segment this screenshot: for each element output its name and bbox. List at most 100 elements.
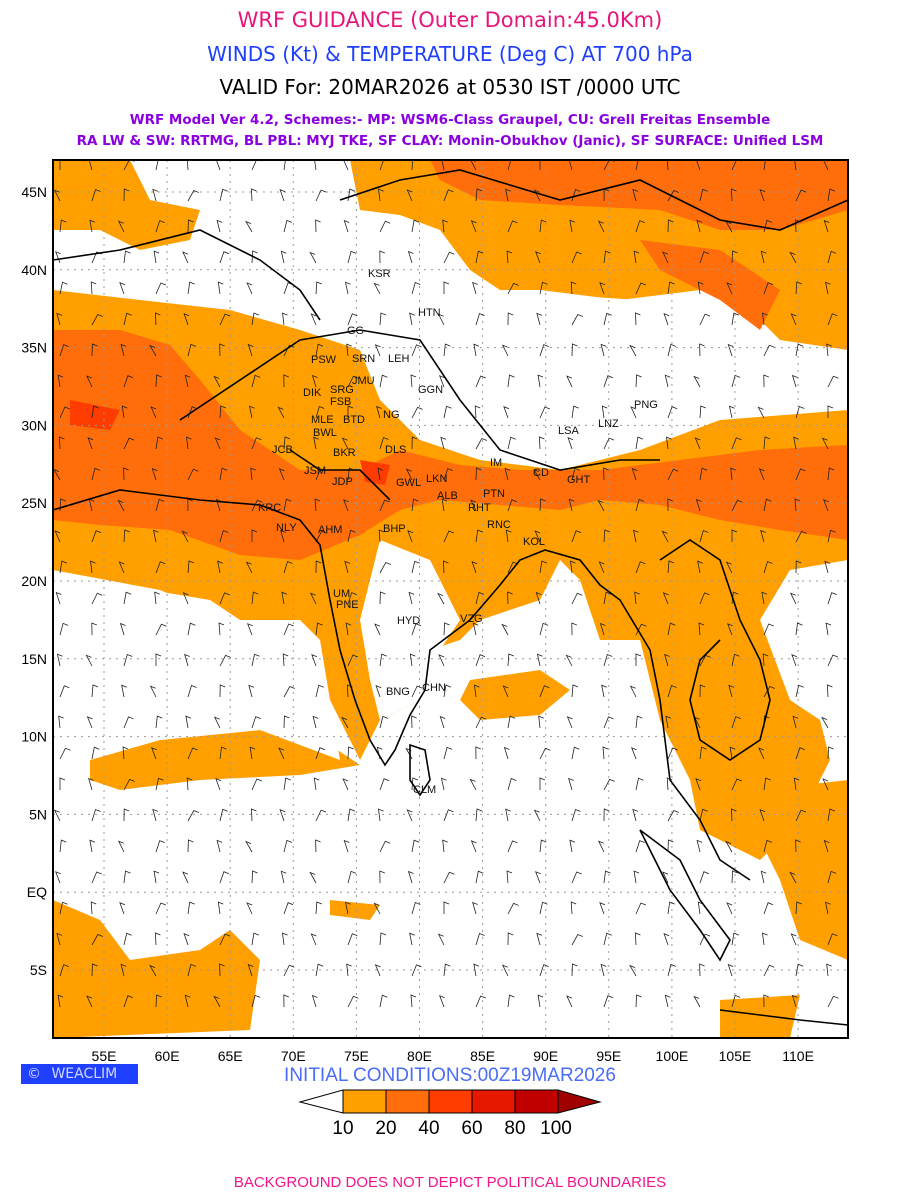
wind-barb: [699, 684, 706, 698]
longitude-labels: 55E 60E 65E 70E 75E 80E 85E 90E 95E 100E 105E 110E: [92, 1048, 814, 1064]
wind-barb: [54, 530, 61, 543]
city-label: GHT: [567, 474, 591, 486]
wind-barb: [507, 715, 516, 729]
wind-barb: [795, 189, 807, 202]
wind-barb: [59, 747, 71, 760]
wind-barb: [822, 778, 829, 791]
wind-barb: [730, 188, 737, 202]
wind-barb: [149, 964, 157, 977]
wind-barb: [86, 716, 93, 729]
wind-barb: [824, 560, 831, 574]
wind-barb: [539, 160, 545, 170]
copyright-icon: ©: [27, 1066, 41, 1082]
wind-barb: [635, 220, 645, 233]
wind-barb: [279, 809, 286, 822]
wind-barb: [347, 375, 359, 388]
wind-barb: [667, 809, 679, 822]
wind-barb: [187, 809, 199, 822]
wind-barb: [155, 561, 166, 574]
wind-barb: [475, 654, 486, 667]
wind-barb: [187, 468, 199, 481]
city-label: JDP: [332, 476, 353, 488]
wind-barb: [407, 870, 414, 884]
wind-barb: [443, 189, 454, 202]
wind-barb: [152, 808, 159, 822]
wind-barb: [406, 189, 413, 202]
wind-barb: [664, 374, 671, 388]
wind-barb: [603, 995, 614, 1008]
lat-label: 10N: [21, 729, 47, 745]
wind-barb: [697, 560, 703, 574]
wind-barb: [59, 685, 70, 698]
wind-barb: [795, 839, 801, 853]
wind-barb: [440, 777, 447, 791]
wind-barb: [59, 777, 66, 790]
city-label: RNC: [487, 519, 511, 531]
wind-barb: [667, 219, 674, 233]
wind-barb: [315, 747, 326, 760]
wind-barb: [311, 994, 318, 1008]
wind-barb: [186, 436, 192, 450]
wind-barb: [56, 932, 63, 946]
wind-barb: [725, 561, 733, 574]
wind-barb: [374, 964, 381, 977]
lon-label: 85E: [470, 1048, 495, 1064]
wind-barb: [187, 747, 198, 760]
wind-barb: [411, 498, 419, 512]
wind-barb: [315, 343, 324, 357]
wind-barb: [763, 560, 773, 574]
wind-barb: [91, 313, 103, 326]
wind-barb: [410, 994, 417, 1008]
wind-barb: [597, 220, 605, 233]
wind-barb: [475, 716, 487, 729]
wind-barb: [155, 220, 165, 233]
latitude-labels: 45N 40N 35N 30N 25N 20N 15N 10N 5N EQ 5S: [21, 184, 47, 978]
temperature-shading: [53, 160, 848, 1038]
wind-barb: [507, 932, 514, 946]
wind-barb: [184, 994, 191, 1008]
wind-barb: [795, 560, 802, 574]
wind-barb: [793, 436, 799, 450]
wind-barb: [823, 219, 830, 233]
wind-barb: [635, 498, 645, 512]
wind-barb: [280, 250, 287, 264]
wind-barb: [729, 746, 736, 760]
wind-barb: [344, 901, 351, 915]
wind-barb: [728, 405, 735, 419]
wind-barb: [597, 840, 605, 853]
wind-barb: [121, 405, 128, 419]
wind-barb: [89, 839, 96, 853]
wind-barb: [55, 591, 62, 605]
wind-barb: [154, 591, 160, 605]
wind-barb: [536, 312, 543, 326]
wind-barb: [603, 591, 612, 605]
wind-barb: [150, 406, 157, 419]
wind-barb: [566, 716, 573, 729]
wind-barb: [726, 902, 733, 915]
wind-barb: [373, 902, 381, 915]
legend-label: 80: [504, 1118, 525, 1139]
wind-barb: [539, 839, 547, 853]
wind-barb: [251, 591, 259, 605]
wind-barb: [667, 901, 675, 915]
wind-barb: [251, 437, 262, 450]
wind-barb: [539, 498, 546, 512]
wind-barb: [664, 653, 670, 667]
map-frame: [52, 159, 849, 1039]
wind-barb: [507, 374, 515, 388]
wind-barb: [375, 685, 382, 698]
wind-barb: [827, 375, 839, 388]
wind-barb: [662, 871, 669, 884]
wind-barb: [667, 963, 677, 977]
wind-barb: [186, 777, 193, 791]
wind-barb: [667, 622, 676, 636]
wind-barb: [474, 684, 480, 698]
wind-barb: [315, 219, 321, 233]
wind-barb: [379, 653, 387, 667]
wind-barb: [347, 654, 359, 667]
wind-barb: [119, 281, 126, 295]
wind-barb: [507, 160, 517, 171]
wind-barb: [155, 498, 165, 512]
wind-barb: [379, 715, 389, 729]
lat-label: 45N: [21, 184, 47, 200]
